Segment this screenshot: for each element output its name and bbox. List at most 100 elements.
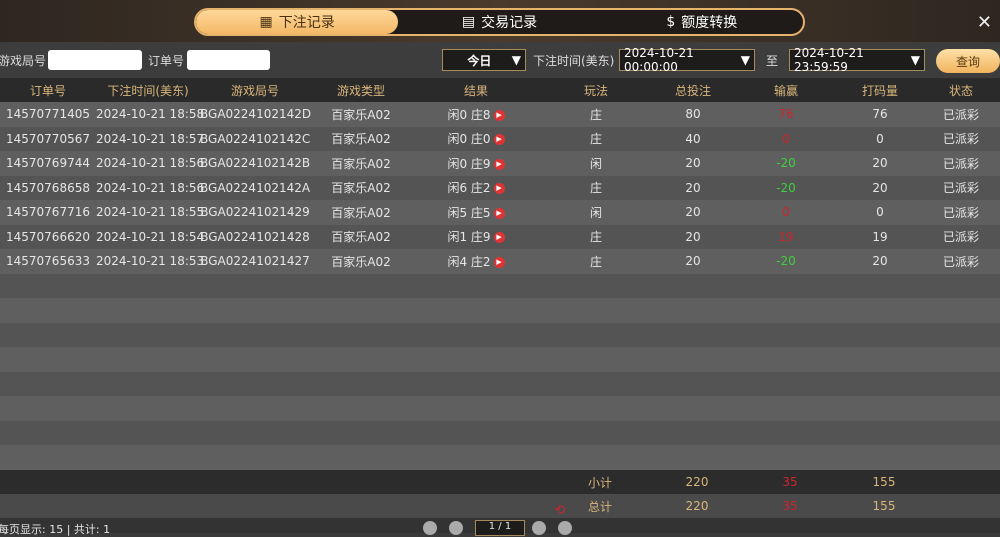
- cell: 百家乐A02: [310, 228, 412, 245]
- prev-page-button[interactable]: [449, 521, 463, 535]
- cell-text: 14570770567: [6, 131, 90, 146]
- play-replay-icon[interactable]: ▶: [493, 134, 505, 146]
- column-header: 下注时间(美东): [107, 83, 189, 98]
- next-page-button[interactable]: [532, 521, 546, 535]
- play-replay-icon[interactable]: ▶: [493, 158, 505, 170]
- tab-transaction-records[interactable]: ▤ 交易记录: [461, 14, 538, 31]
- play-replay-icon[interactable]: ▶: [493, 183, 505, 195]
- first-page-button[interactable]: [423, 521, 437, 535]
- cell-text: 2024-10-21 18:58: [96, 107, 205, 122]
- end-date-select[interactable]: 2024-10-21 23:59:59 ▼: [789, 46, 925, 74]
- column-header: 游戏局号: [230, 83, 279, 98]
- cell-text: 已派彩: [942, 230, 979, 245]
- cell: 庄: [540, 253, 652, 270]
- table-row: 14570767716 2024-10-21 18:55 BGA0224102142…: [0, 200, 1000, 225]
- cell: 已派彩: [922, 130, 1000, 147]
- table-row: 14570770567 2024-10-21 18:57 BGA0224102142…: [0, 126, 1000, 151]
- cell-text: BGA0224102142C: [200, 131, 311, 146]
- cell-text: 14570765633: [6, 254, 90, 269]
- column-header: 结果: [463, 83, 488, 98]
- cell-text: 2024-10-21 18:57: [96, 131, 205, 146]
- cell-text: 庄: [589, 254, 602, 269]
- cell-text: 40: [685, 131, 701, 146]
- cell: 闲: [540, 155, 652, 172]
- cell-text: 80: [685, 107, 701, 122]
- round-input[interactable]: [48, 50, 142, 70]
- cell: 20: [652, 230, 734, 244]
- total-row: ⟲ 总计 220 35 155: [0, 494, 1000, 518]
- cell-text: 2024-10-21 18:56: [96, 180, 205, 195]
- empty-row: [0, 298, 1000, 323]
- start-date-select[interactable]: 2024-10-21 00:00:00 ▼: [619, 46, 755, 74]
- cell-text: 已派彩: [942, 181, 979, 196]
- order-label: 订单号: [148, 54, 185, 68]
- filter-bar: 游戏局号 订单号 今日 ▼ 下注时间(美东) 2024-10-21 00:00:0…: [0, 42, 1000, 78]
- cell: 20: [652, 156, 734, 170]
- tab-bet-records[interactable]: ▦ 下注记录: [196, 10, 399, 34]
- cell-text: 20: [872, 156, 888, 171]
- cell-text: 已派彩: [942, 205, 979, 220]
- page-info: 每页显示: 15 | 共计: 1: [0, 523, 111, 536]
- cell: 百家乐A02: [310, 204, 412, 221]
- empty-row: [0, 347, 1000, 372]
- period-select[interactable]: 今日 ▼: [442, 49, 526, 71]
- play-replay-icon[interactable]: ▶: [493, 207, 505, 219]
- play-replay-icon[interactable]: ▶: [493, 256, 505, 268]
- cell-text: 76: [872, 107, 888, 122]
- empty-row: [0, 273, 1000, 298]
- cell-text: 闲5 庄5: [447, 205, 491, 220]
- cell: 2024-10-21 18:56: [96, 156, 204, 170]
- page-input[interactable]: 1 / 1: [475, 520, 525, 536]
- order-input[interactable]: [187, 50, 270, 70]
- play-replay-icon[interactable]: ▶: [493, 109, 505, 121]
- pagination: 每页显示: 15 | 共计: 1 1 / 1: [0, 518, 1000, 536]
- cell-text: 已派彩: [942, 156, 979, 171]
- cell: 闲0 庄8 ▶: [412, 106, 540, 123]
- close-icon[interactable]: ✕: [976, 12, 992, 33]
- cell-text: 0: [876, 205, 884, 220]
- cell: 庄: [540, 179, 652, 196]
- column-header: 打码量: [861, 83, 898, 98]
- cell-text: 庄: [589, 132, 602, 147]
- tab-bar: ▦ 下注记录 ▤ 交易记录 $ 额度转换: [194, 8, 805, 36]
- cell: 19: [734, 230, 838, 244]
- cell: 2024-10-21 18:54: [96, 230, 204, 244]
- cell-text: 20: [685, 254, 701, 269]
- cell-text: 闲0 庄8: [447, 107, 491, 122]
- play-replay-icon[interactable]: ▶: [493, 232, 505, 244]
- cell: 已派彩: [922, 228, 1000, 245]
- table-row: 14570766620 2024-10-21 18:54 BGA0224102142…: [0, 224, 1000, 249]
- cell: 已派彩: [922, 253, 1000, 270]
- cell: 0: [838, 132, 922, 146]
- cell-text: 20: [685, 156, 701, 171]
- cell-text: 19: [872, 229, 888, 244]
- tab-credit-transfer[interactable]: $ 额度转换: [666, 14, 738, 31]
- empty-row: [0, 371, 1000, 396]
- cell-text: 20: [872, 254, 888, 269]
- cell-text: 百家乐A02: [331, 254, 391, 269]
- cell: 14570768658: [0, 181, 96, 195]
- bet-records-table: 订单号 下注时间(美东) 游戏局号 游戏类型 结果 玩法 总投注 输赢 打码量 状态 145707…: [0, 78, 1000, 470]
- time-label: 下注时间(美东): [533, 54, 615, 68]
- column-header: 玩法: [583, 83, 608, 98]
- query-button[interactable]: 查询: [936, 49, 1000, 73]
- table-row: 14570769744 2024-10-21 18:56 BGA0224102142…: [0, 151, 1000, 176]
- cell: 已派彩: [922, 106, 1000, 123]
- empty-row: [0, 322, 1000, 347]
- cell: 闲0 庄9 ▶: [412, 155, 540, 172]
- cell: 20: [652, 205, 734, 219]
- column-header: 游戏类型: [336, 83, 385, 98]
- last-page-button[interactable]: [558, 521, 572, 535]
- cell: 闲0 庄0 ▶: [412, 130, 540, 147]
- cell: 80: [652, 107, 734, 121]
- cell-text: BGA0224102142A: [200, 180, 311, 195]
- column-header: 订单号: [29, 83, 66, 98]
- cell-text: 0: [782, 205, 790, 220]
- caret-down-icon: ▼: [511, 53, 521, 67]
- table-header: 订单号 下注时间(美东) 游戏局号 游戏类型 结果 玩法 总投注 输赢 打码量 状态: [0, 78, 1000, 102]
- cell: 已派彩: [922, 155, 1000, 172]
- cell: 2024-10-21 18:58: [96, 107, 204, 121]
- cell-text: 闲4 庄2: [447, 254, 491, 269]
- cell-text: 2024-10-21 18:53: [96, 254, 205, 269]
- cell: -20: [734, 254, 838, 268]
